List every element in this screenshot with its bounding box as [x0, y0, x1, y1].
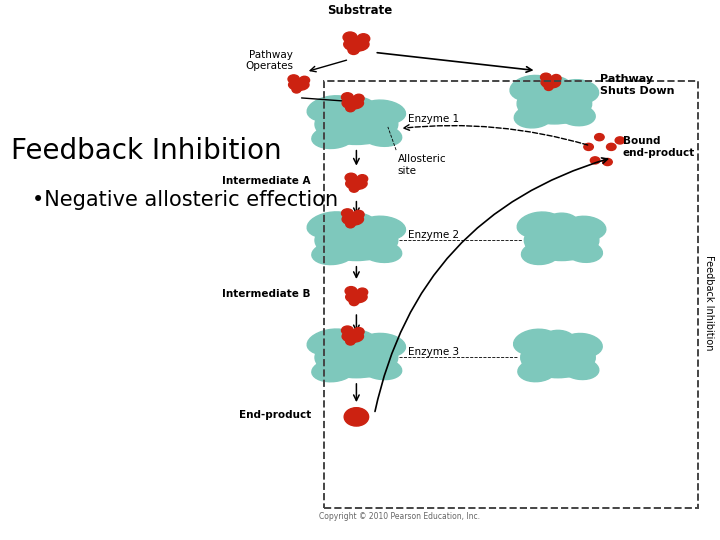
- Ellipse shape: [342, 97, 364, 109]
- Ellipse shape: [541, 77, 560, 88]
- Ellipse shape: [354, 94, 364, 103]
- Ellipse shape: [562, 334, 602, 357]
- Ellipse shape: [513, 329, 558, 355]
- Ellipse shape: [544, 83, 553, 90]
- Ellipse shape: [565, 241, 603, 262]
- Text: Enzyme 1: Enzyme 1: [408, 114, 459, 124]
- Ellipse shape: [565, 217, 606, 240]
- Ellipse shape: [558, 104, 595, 126]
- Ellipse shape: [341, 209, 354, 218]
- Ellipse shape: [552, 75, 561, 82]
- Ellipse shape: [312, 359, 354, 382]
- Ellipse shape: [343, 37, 369, 51]
- Text: Copyright © 2010 Pearson Education, Inc.: Copyright © 2010 Pearson Education, Inc.: [319, 512, 480, 521]
- Ellipse shape: [360, 216, 405, 240]
- Circle shape: [603, 158, 612, 166]
- Ellipse shape: [346, 338, 355, 345]
- Text: •Negative allosteric effection: •Negative allosteric effection: [32, 190, 338, 210]
- Circle shape: [590, 157, 600, 164]
- Circle shape: [606, 143, 616, 151]
- Ellipse shape: [348, 45, 359, 55]
- Ellipse shape: [517, 83, 592, 124]
- Ellipse shape: [341, 93, 354, 102]
- Ellipse shape: [346, 291, 367, 303]
- Ellipse shape: [342, 330, 364, 342]
- Ellipse shape: [360, 333, 405, 357]
- Ellipse shape: [357, 288, 368, 296]
- Ellipse shape: [341, 326, 354, 335]
- Ellipse shape: [349, 185, 359, 192]
- Ellipse shape: [562, 358, 599, 380]
- Ellipse shape: [545, 213, 578, 233]
- Circle shape: [615, 137, 625, 144]
- Ellipse shape: [338, 213, 375, 233]
- Ellipse shape: [288, 75, 300, 83]
- Ellipse shape: [521, 242, 560, 265]
- Ellipse shape: [315, 220, 397, 260]
- Text: Allosteric
site: Allosteric site: [397, 154, 446, 176]
- Ellipse shape: [541, 73, 552, 81]
- Text: Feedback Inhibition: Feedback Inhibition: [11, 137, 282, 165]
- Ellipse shape: [342, 213, 364, 225]
- Ellipse shape: [345, 287, 357, 295]
- Ellipse shape: [521, 337, 595, 378]
- Text: Enzyme 3: Enzyme 3: [408, 347, 459, 357]
- Ellipse shape: [292, 86, 301, 93]
- Ellipse shape: [346, 220, 355, 228]
- Ellipse shape: [518, 359, 557, 382]
- Text: Enzyme 2: Enzyme 2: [408, 230, 459, 240]
- Ellipse shape: [541, 330, 575, 350]
- Ellipse shape: [289, 79, 309, 91]
- Text: End-product: End-product: [238, 410, 311, 420]
- Ellipse shape: [357, 33, 370, 44]
- Ellipse shape: [338, 97, 375, 117]
- Ellipse shape: [524, 220, 599, 260]
- Ellipse shape: [517, 212, 562, 238]
- Ellipse shape: [300, 76, 310, 84]
- Ellipse shape: [361, 358, 402, 380]
- Ellipse shape: [514, 105, 553, 128]
- Ellipse shape: [312, 126, 354, 148]
- Ellipse shape: [354, 210, 364, 219]
- Ellipse shape: [346, 178, 367, 190]
- Circle shape: [584, 143, 593, 151]
- Ellipse shape: [315, 337, 397, 378]
- Circle shape: [344, 408, 369, 426]
- Ellipse shape: [346, 104, 355, 112]
- Text: Intermediate A: Intermediate A: [222, 176, 311, 186]
- Ellipse shape: [361, 125, 402, 146]
- Text: Feedback Inhibition: Feedback Inhibition: [704, 255, 714, 350]
- Ellipse shape: [558, 80, 598, 103]
- Text: Bound
end-product: Bound end-product: [623, 136, 695, 158]
- Ellipse shape: [357, 174, 368, 183]
- Ellipse shape: [538, 77, 571, 97]
- Circle shape: [595, 133, 604, 141]
- Ellipse shape: [307, 96, 356, 122]
- Text: Pathway
Operates: Pathway Operates: [245, 50, 293, 71]
- Ellipse shape: [315, 104, 397, 144]
- Text: Pathway
Shuts Down: Pathway Shuts Down: [600, 74, 675, 96]
- Text: Intermediate B: Intermediate B: [222, 289, 311, 299]
- Ellipse shape: [349, 298, 359, 306]
- Ellipse shape: [510, 76, 554, 101]
- Ellipse shape: [360, 100, 405, 124]
- Ellipse shape: [361, 241, 402, 262]
- Ellipse shape: [307, 212, 356, 238]
- Ellipse shape: [354, 327, 364, 336]
- Ellipse shape: [343, 32, 357, 43]
- Ellipse shape: [338, 330, 375, 350]
- Text: Substrate: Substrate: [328, 4, 392, 17]
- Ellipse shape: [312, 242, 354, 265]
- Ellipse shape: [307, 329, 356, 355]
- Ellipse shape: [345, 173, 357, 182]
